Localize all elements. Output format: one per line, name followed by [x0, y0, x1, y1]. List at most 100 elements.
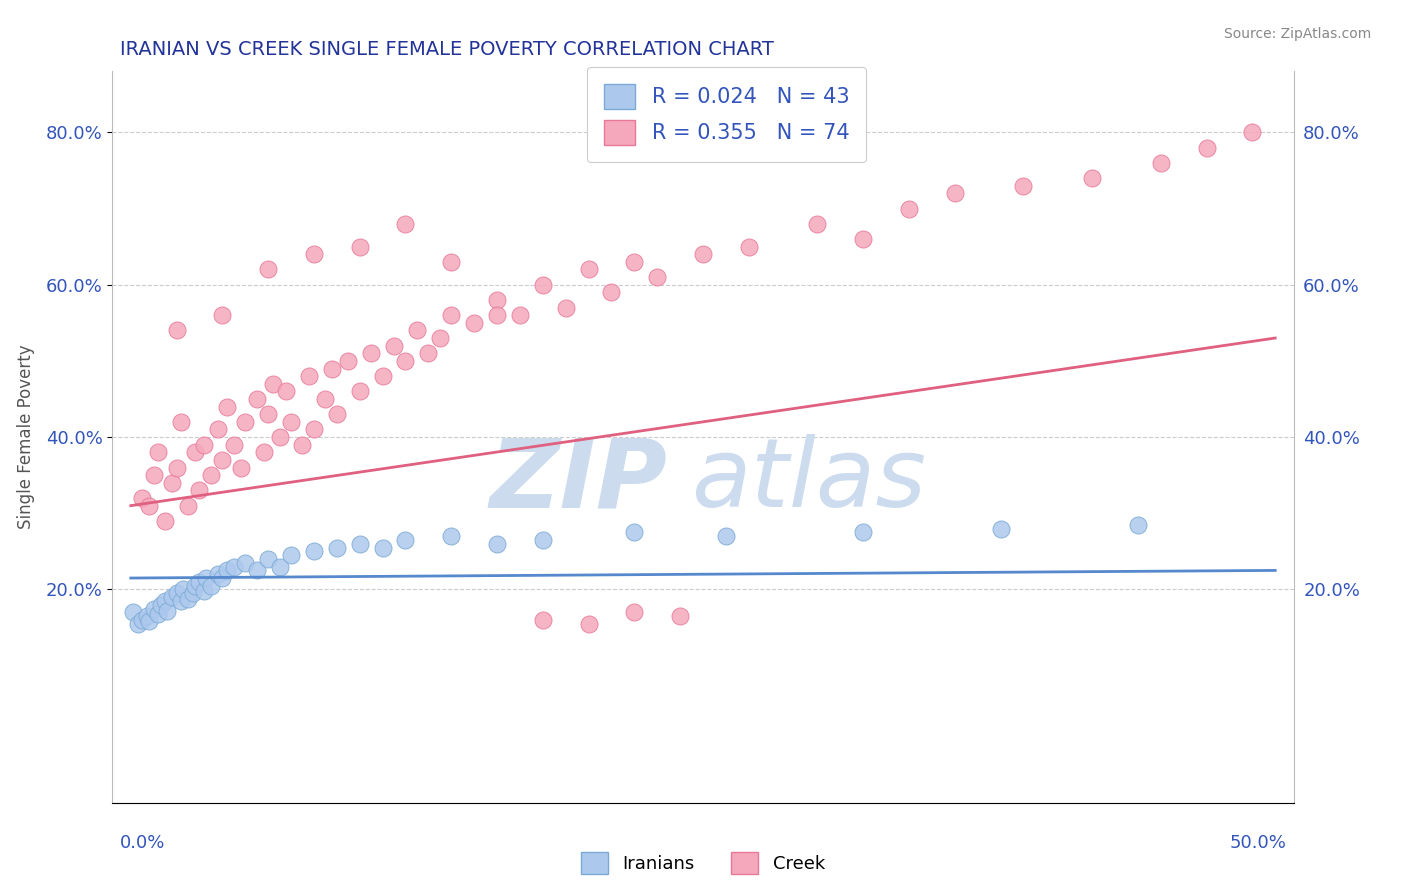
- Point: [138, 615, 160, 629]
- Text: ZIP: ZIP: [489, 434, 668, 527]
- Point: [714, 529, 737, 543]
- Point: [1081, 171, 1104, 186]
- Point: [554, 301, 576, 315]
- Point: [184, 445, 207, 459]
- Point: [215, 400, 238, 414]
- Point: [349, 239, 371, 253]
- Point: [193, 584, 215, 599]
- Point: [394, 354, 416, 368]
- Point: [200, 468, 222, 483]
- Point: [623, 255, 645, 269]
- Point: [211, 453, 233, 467]
- Point: [122, 605, 145, 619]
- Point: [166, 586, 188, 600]
- Point: [127, 616, 149, 631]
- Point: [406, 323, 429, 337]
- Point: [509, 308, 531, 322]
- Text: 50.0%: 50.0%: [1230, 834, 1286, 852]
- Point: [222, 438, 245, 452]
- Point: [349, 537, 371, 551]
- Point: [148, 607, 170, 621]
- Point: [1126, 517, 1149, 532]
- Point: [326, 541, 349, 555]
- Point: [485, 293, 508, 307]
- Point: [302, 422, 325, 436]
- Point: [142, 601, 165, 615]
- Text: atlas: atlas: [692, 434, 927, 527]
- Legend: Iranians, Creek: Iranians, Creek: [574, 845, 832, 881]
- Point: [148, 445, 170, 459]
- Point: [321, 361, 343, 376]
- Point: [246, 392, 269, 406]
- Point: [440, 255, 463, 269]
- Point: [485, 537, 508, 551]
- Point: [153, 594, 176, 608]
- Point: [1012, 178, 1035, 193]
- Point: [246, 563, 269, 577]
- Point: [160, 590, 183, 604]
- Point: [262, 376, 284, 391]
- Point: [269, 559, 291, 574]
- Point: [531, 613, 554, 627]
- Point: [276, 384, 298, 399]
- Point: [943, 186, 966, 201]
- Point: [211, 308, 233, 322]
- Point: [852, 525, 875, 540]
- Point: [166, 323, 188, 337]
- Point: [195, 571, 218, 585]
- Point: [138, 499, 160, 513]
- Point: [170, 594, 193, 608]
- Point: [200, 579, 222, 593]
- Point: [623, 605, 645, 619]
- Text: IRANIAN VS CREEK SINGLE FEMALE POVERTY CORRELATION CHART: IRANIAN VS CREEK SINGLE FEMALE POVERTY C…: [120, 40, 773, 59]
- Point: [349, 384, 371, 399]
- Point: [1241, 125, 1264, 139]
- Point: [188, 483, 211, 498]
- Point: [394, 217, 416, 231]
- Point: [806, 217, 828, 231]
- Point: [623, 525, 645, 540]
- Point: [131, 491, 153, 505]
- Point: [578, 262, 600, 277]
- Point: [142, 468, 165, 483]
- Point: [257, 407, 280, 421]
- Point: [193, 438, 215, 452]
- Point: [898, 202, 921, 216]
- Point: [222, 559, 245, 574]
- Point: [215, 563, 238, 577]
- Point: [184, 579, 207, 593]
- Point: [418, 346, 440, 360]
- Point: [211, 571, 233, 585]
- Point: [302, 544, 325, 558]
- Point: [229, 460, 252, 475]
- Point: [135, 609, 157, 624]
- Point: [291, 438, 314, 452]
- Point: [371, 369, 394, 384]
- Point: [188, 574, 211, 589]
- Point: [207, 422, 229, 436]
- Point: [531, 533, 554, 547]
- Point: [280, 415, 302, 429]
- Point: [337, 354, 360, 368]
- Point: [257, 552, 280, 566]
- Point: [298, 369, 321, 384]
- Point: [269, 430, 291, 444]
- Point: [645, 270, 668, 285]
- Point: [170, 415, 193, 429]
- Point: [463, 316, 485, 330]
- Point: [600, 285, 623, 300]
- Point: [233, 415, 256, 429]
- Point: [382, 338, 405, 352]
- Point: [153, 514, 176, 528]
- Point: [1195, 140, 1218, 154]
- Point: [429, 331, 451, 345]
- Point: [852, 232, 875, 246]
- Point: [371, 541, 394, 555]
- Point: [440, 308, 463, 322]
- Text: Source: ZipAtlas.com: Source: ZipAtlas.com: [1223, 27, 1371, 41]
- Point: [149, 598, 172, 612]
- Point: [177, 499, 200, 513]
- Point: [485, 308, 508, 322]
- Point: [131, 613, 153, 627]
- Point: [531, 277, 554, 292]
